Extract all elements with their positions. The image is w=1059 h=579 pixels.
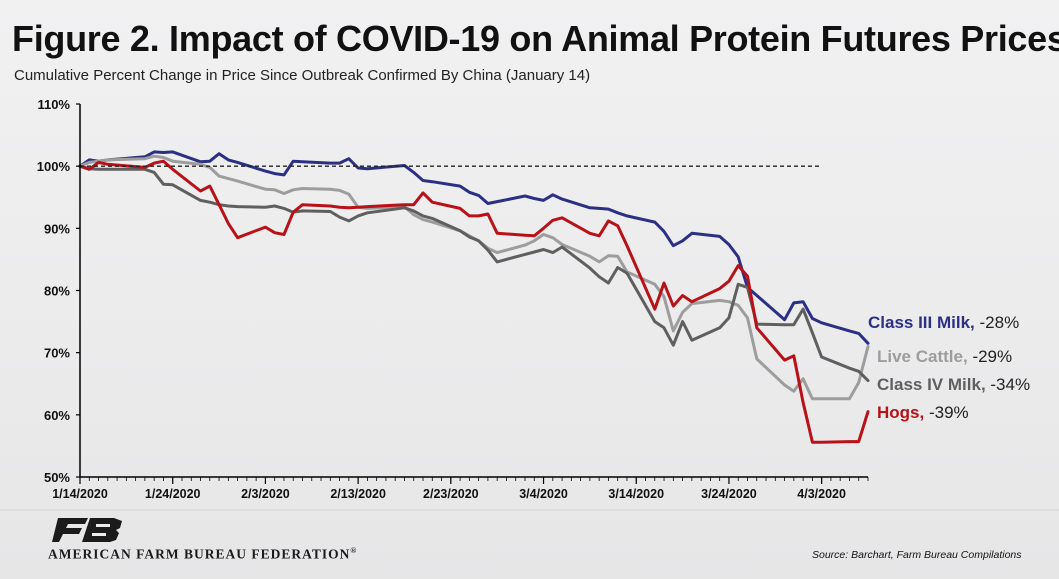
series-label-change: -39% xyxy=(928,403,969,422)
x-tick-label: 2/13/2020 xyxy=(330,487,386,501)
x-tick-label: 1/14/2020 xyxy=(52,487,108,501)
series-label-change: -28% xyxy=(979,313,1020,332)
x-tick-label: 3/24/2020 xyxy=(701,487,757,501)
organization-name: AMERICAN FARM BUREAU FEDERATION® xyxy=(48,546,358,562)
x-tick-label: 2/23/2020 xyxy=(423,487,479,501)
series-layer xyxy=(78,150,870,444)
series-label-name: Class IV Milk xyxy=(877,375,981,394)
x-tick-label: 2/3/2020 xyxy=(241,487,290,501)
y-tick-label: 50% xyxy=(44,470,70,485)
axes-layer: 50% 60% 70% 80% 90% 100% 110% 1/14/2020 1/24/202… xyxy=(37,97,869,501)
series-label-class-iii-milk: Class III Milk, -28% xyxy=(868,313,1020,332)
y-tick-label: 90% xyxy=(44,221,70,236)
series-label-name: Hogs xyxy=(877,403,920,422)
y-tick-label: 70% xyxy=(44,346,70,361)
series-line-class-iv-milk xyxy=(78,164,870,383)
fb-logo-icon: FB xyxy=(52,518,122,542)
x-tick-label: 1/24/2020 xyxy=(145,487,201,501)
series-line-hogs xyxy=(78,159,870,444)
x-tick-label: 3/14/2020 xyxy=(608,487,664,501)
series-label-name: Live Cattle xyxy=(877,347,963,366)
series-label-class-iv-milk: Class IV Milk, -34% xyxy=(877,375,1031,394)
x-tick-label: 3/4/2020 xyxy=(519,487,568,501)
source-note: Source: Barchart, Farm Bureau Compilatio… xyxy=(812,549,1022,561)
series-label-live-cattle: Live Cattle, -29% xyxy=(877,347,1013,366)
y-tick-label: 110% xyxy=(37,97,70,112)
series-label-hogs: Hogs, -39% xyxy=(877,403,969,422)
series-line-class-iii-milk xyxy=(78,150,870,345)
series-label-change: -29% xyxy=(972,347,1013,366)
series-label-name: Class III Milk xyxy=(868,313,971,332)
y-tick-label: 100% xyxy=(37,159,71,174)
y-tick-label: 80% xyxy=(44,284,70,299)
series-label-change: -34% xyxy=(990,375,1031,394)
x-tick-label: 4/3/2020 xyxy=(797,487,846,501)
y-tick-label: 60% xyxy=(44,408,70,423)
figure-title: Figure 2. Impact of COVID-19 on Animal P… xyxy=(12,18,1059,59)
figure-subtitle: Cumulative Percent Change in Price Since… xyxy=(14,67,591,84)
